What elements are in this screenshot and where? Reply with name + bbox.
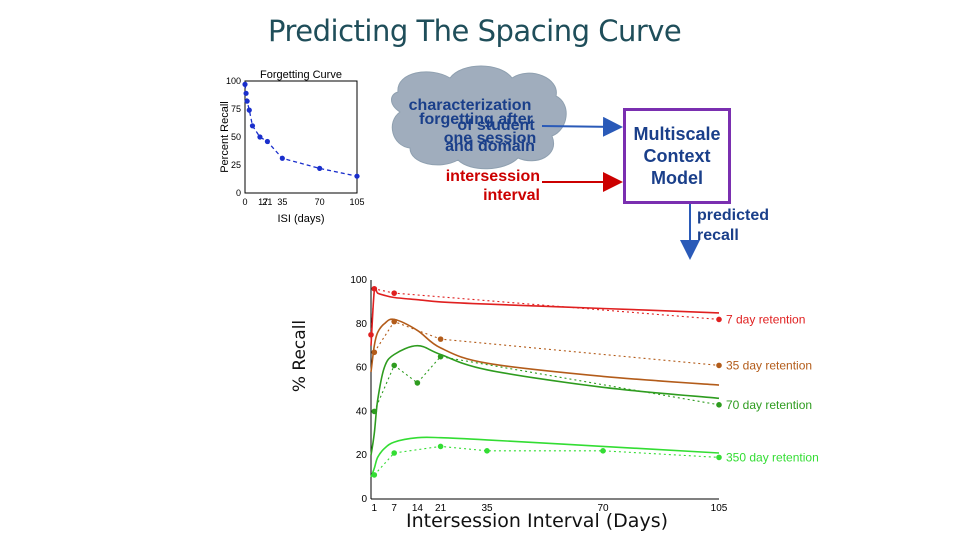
main-data-point [391,450,398,456]
main-chart-ylabel: % Recall [290,319,310,393]
main-data-point [716,316,722,323]
main-data-point [716,362,722,369]
bubble-text-e: and domain [445,138,535,155]
small-data-point [244,98,250,104]
main-ytick-label: 60 [356,363,368,374]
main-ytick-label: 40 [356,406,368,417]
main-series-label: 35 day retention [726,358,812,372]
small-xtick-label: 35 [277,197,287,207]
main-data-point [371,285,378,292]
main-series-label: 7 day retention [726,312,805,326]
main-data-point [600,448,606,454]
small-data-point [242,81,248,87]
main-data-point [414,380,421,386]
main-ytick-label: 100 [350,275,367,286]
bubble-text-d: one session [444,130,536,147]
main-data-point [371,349,378,356]
small-ytick-label: 75 [231,104,241,114]
small-data-point [354,173,360,179]
model-line-1: Multiscale [633,124,721,144]
main-data-point [368,331,374,338]
main-ytick-label: 80 [356,319,368,330]
main-xtick-label: 21 [435,503,447,514]
small-data-point [249,123,256,129]
small-chart-xlabel: ISI (days) [277,213,324,225]
bubble-text-a: characterization [409,97,532,114]
small-ytick-label: 50 [231,132,241,142]
slide-title: Predicting The Spacing Curve [268,14,682,48]
small-xtick-label: 105 [349,197,364,207]
main-xtick-label: 35 [481,503,493,514]
main-series-model-line [370,318,720,386]
main-series-observed-line [370,288,720,335]
small-ytick-label: 100 [226,76,241,86]
characterization-cloud: characterization forgetting after of stu… [391,65,567,170]
main-data-point [437,353,444,360]
small-data-point [257,134,263,140]
main-data-point [391,290,398,296]
main-data-point [371,408,378,415]
cloud-shape [391,65,567,170]
multiscale-context-model-box: Multiscale Context Model [623,108,731,204]
main-data-point [437,443,444,450]
main-series-model-line [370,436,720,478]
small-ytick-label: 0 [236,188,241,198]
small-chart-frame [244,80,358,194]
blue-arrow [541,116,623,137]
main-chart-frame [371,280,719,499]
bubble-text-b: forgetting after [419,111,533,128]
main-series-label: 350 day retention [726,450,819,464]
small-xtick-label: 0 [242,197,247,207]
small-data-point [246,107,252,113]
main-data-point [716,454,722,461]
main-xtick-label: 14 [412,503,424,514]
small-chart-title: Forgetting Curve [260,69,342,81]
main-data-point [371,472,378,478]
main-series-label: 70 day retention [726,398,812,412]
forgetting-curve-chart: Forgetting Curve Percent Recall ISI (day… [219,69,365,225]
small-data-point [264,138,270,145]
small-data-point [243,90,249,96]
small-series-line [244,84,358,177]
main-data-point [484,448,490,454]
small-xtick-label: 21 [262,197,272,207]
main-series-observed-line [373,320,720,366]
main-ytick-label: 20 [356,450,368,461]
predicted-line-1: predicted [697,207,770,224]
main-data-point [437,336,444,342]
main-data-point [391,362,398,369]
model-line-3: Model [651,168,703,188]
small-data-point [317,165,323,171]
main-data-point [716,402,722,408]
spacing-curve-chart: 0 20 40 60 80 100 1 7 14 21 35 70 105 7 day retentio… [350,275,818,514]
small-data-point [279,155,285,161]
main-xtick-label: 1 [372,503,378,514]
main-xtick-label: 70 [597,503,609,514]
main-chart-xlabel: Intersession Interval (Days) [406,510,669,532]
predicted-line-2: recall [697,227,739,244]
small-xtick-label: 70 [315,197,325,207]
small-ytick-label: 25 [231,160,241,170]
intersession-line-2: interval [483,187,540,204]
main-data-point [391,318,398,325]
intersession-interval-label: intersession interval [410,167,540,205]
bubble-text-c: of student [457,117,535,134]
predicted-recall-label: predicted recall [697,206,769,246]
intersession-line-1: intersession [445,168,540,185]
small-chart-ylabel: Percent Recall [219,101,231,173]
main-xtick-label: 7 [391,503,397,514]
main-ytick-label: 0 [361,494,367,505]
main-xtick-label: 105 [711,503,728,514]
small-xtick-label: 17 [258,197,268,207]
model-line-2: Context [643,146,711,166]
